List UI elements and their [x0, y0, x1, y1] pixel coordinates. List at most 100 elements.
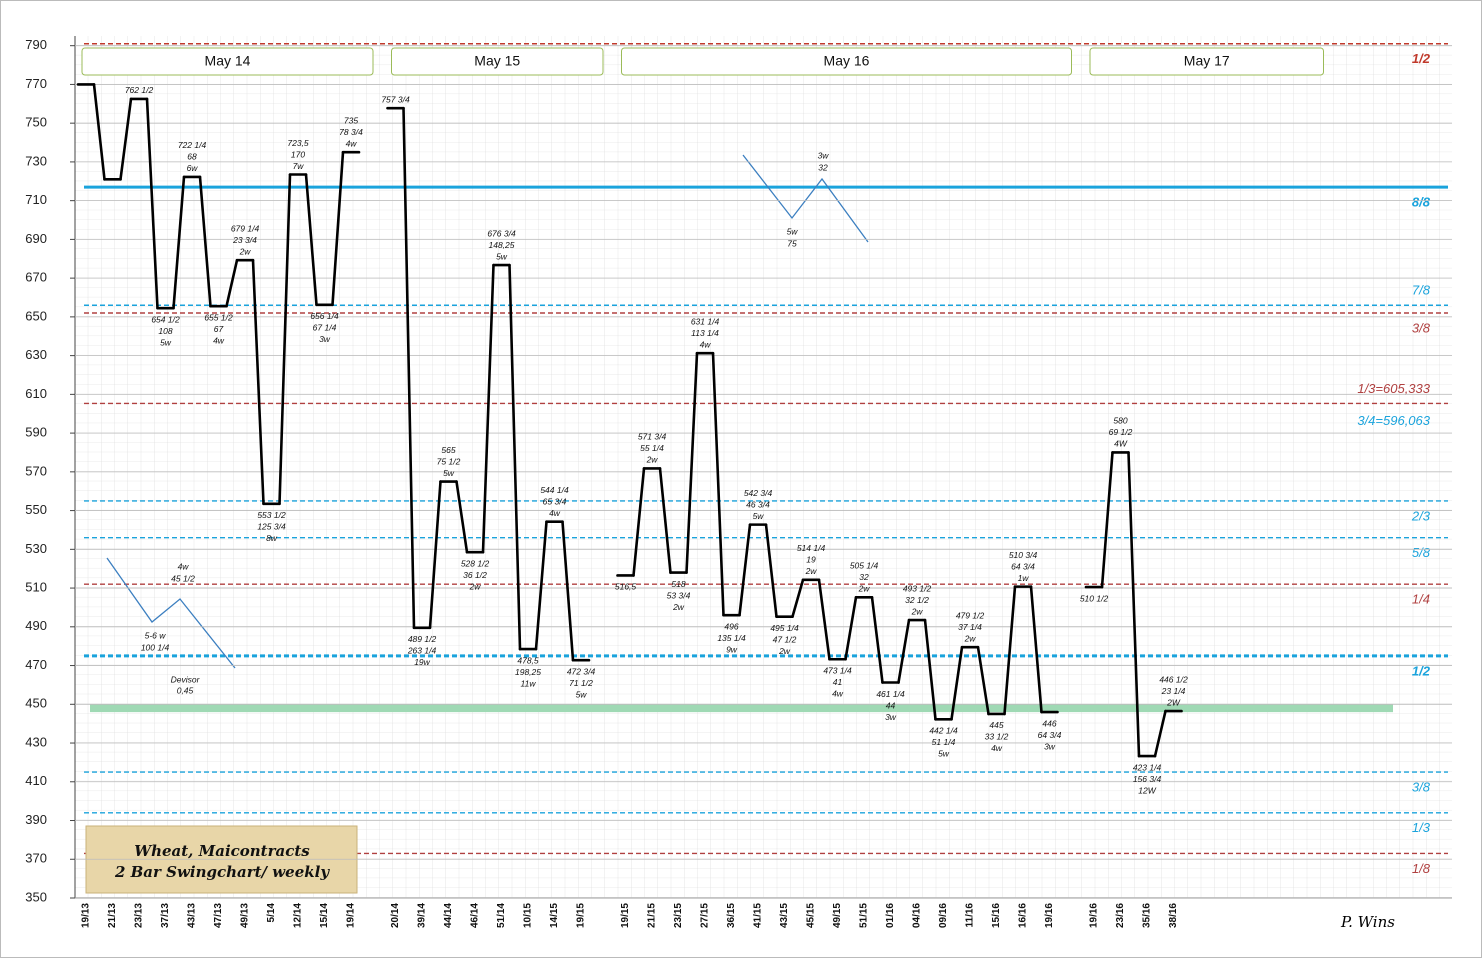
- swing-connector: [1029, 585, 1043, 714]
- swing-label: 446: [1042, 718, 1056, 728]
- annotation: 5-6 w: [145, 630, 167, 640]
- swing-connector: [119, 97, 133, 181]
- x-tick-label: 15/16: [991, 903, 1002, 928]
- swing-connector: [508, 263, 522, 651]
- swing-label: 8w: [266, 533, 278, 543]
- swing-label: 510 3/4: [1009, 550, 1038, 560]
- y-tick-label: 570: [25, 463, 47, 478]
- swing-label: 2w: [911, 606, 924, 616]
- x-tick-label: 19/14: [346, 903, 357, 928]
- swing-label: 4w: [700, 339, 712, 349]
- swing-label: 442 1/4: [929, 726, 958, 736]
- swing-label: 544 1/4: [540, 485, 569, 495]
- swing-label: 47 1/2: [773, 634, 797, 644]
- swing-connector: [950, 645, 964, 721]
- swing-label: 505 1/4: [850, 561, 879, 571]
- swing-connector: [534, 520, 548, 651]
- x-tick-label: 5/14: [266, 903, 277, 923]
- swing-label: 71 1/2: [569, 678, 593, 688]
- swing-label: 32: [859, 572, 869, 582]
- annotation: 3w: [818, 150, 830, 160]
- y-tick-label: 510: [25, 580, 47, 595]
- swing-connector: [632, 467, 646, 577]
- swing-label: 37 1/4: [958, 622, 982, 632]
- annotation: 75: [787, 238, 797, 248]
- swing-label: 23 3/4: [232, 235, 257, 245]
- x-tick-label: 19/16: [1044, 903, 1055, 928]
- swing-label: 68: [187, 152, 197, 162]
- x-tick-label: 21/15: [647, 903, 658, 928]
- y-tick-label: 710: [25, 192, 47, 207]
- period-label: May 17: [1184, 53, 1230, 69]
- swing-label: 3w: [1044, 741, 1056, 751]
- swing-connector: [1003, 585, 1017, 716]
- chart-title: Wheat, Maicontracts: [134, 842, 310, 860]
- level-label: 8/8: [1412, 195, 1431, 210]
- swing-label: 514 1/4: [797, 543, 826, 553]
- x-tick-label: 43/15: [779, 903, 790, 928]
- level-label: 3/4=596,063: [1357, 413, 1430, 428]
- period-label: May 14: [205, 53, 251, 69]
- swing-label: 446 1/2: [1159, 674, 1188, 684]
- period-label: May 15: [474, 53, 520, 69]
- swing-label: 510 1/2: [1080, 593, 1109, 603]
- y-tick-label: 630: [25, 347, 47, 362]
- swing-connector: [711, 351, 725, 617]
- swing-label: 4w: [549, 508, 561, 518]
- x-tick-label: 19/15: [620, 903, 631, 928]
- swing-label: 631 1/4: [691, 316, 720, 326]
- swing-label: 5w: [160, 337, 172, 347]
- y-tick-label: 530: [25, 541, 47, 556]
- swing-label: 33 1/2: [985, 732, 1009, 742]
- swing-label: 656 1/4: [310, 311, 339, 321]
- y-tick-label: 550: [25, 502, 47, 517]
- x-tick-label: 35/16: [1142, 903, 1153, 928]
- swing-label: 69 1/2: [1109, 427, 1133, 437]
- period-box: [621, 47, 1072, 76]
- annotation: 0,45: [177, 685, 194, 695]
- y-tick-label: 590: [25, 425, 47, 440]
- x-tick-label: 12/14: [293, 903, 304, 928]
- swing-label: 5w: [938, 749, 950, 759]
- x-tick-label: 43/13: [187, 903, 198, 928]
- level-label: 1/3: [1412, 820, 1431, 835]
- x-tick-label: 11/16: [965, 903, 976, 928]
- swing-label: 125 3/4: [257, 522, 286, 532]
- x-tick-label: 10/15: [523, 903, 534, 928]
- swing-label: 23 1/4: [1161, 686, 1186, 696]
- x-tick-label: 01/16: [885, 903, 896, 928]
- swing-label: 3w: [885, 712, 897, 722]
- swing-label: 19: [806, 555, 816, 565]
- level-label: 5/8: [1412, 545, 1431, 560]
- swing-label: 12W: [1138, 785, 1156, 795]
- swing-connector: [738, 523, 752, 617]
- swing-label: 11w: [521, 678, 537, 688]
- swing-label: 46 3/4: [746, 499, 770, 509]
- x-tick-label: 51/14: [496, 903, 507, 928]
- swing-label: 64 3/4: [1011, 561, 1035, 571]
- x-tick-label: 21/13: [107, 903, 118, 928]
- swing-label: 55 1/4: [640, 443, 664, 453]
- swing-label: 2w: [646, 455, 659, 465]
- minor-grid: [75, 36, 1452, 898]
- level-label: 7/8: [1412, 283, 1431, 298]
- level-label: 2/3: [1411, 508, 1431, 523]
- swing-label: 478,5: [517, 655, 539, 665]
- swing-label: 170: [291, 149, 305, 159]
- x-tick-label: 20/14: [390, 903, 401, 928]
- y-tick-label: 670: [25, 270, 47, 285]
- swing-connector: [897, 618, 911, 684]
- annotation: 100 1/4: [141, 642, 170, 652]
- swing-label: 1w: [1018, 573, 1030, 583]
- swing-label: 4w: [346, 138, 358, 148]
- swing-label: 75 1/2: [437, 456, 461, 466]
- swing-connector: [1100, 451, 1114, 589]
- swing-label: 2W: [1166, 697, 1181, 707]
- y-tick-label: 610: [25, 386, 47, 401]
- swing-label: 19w: [414, 657, 430, 667]
- swing-label: 679 1/4: [231, 223, 260, 233]
- swing-connector: [817, 578, 831, 661]
- swing-label: 2w: [964, 633, 977, 643]
- swing-connector: [764, 523, 778, 618]
